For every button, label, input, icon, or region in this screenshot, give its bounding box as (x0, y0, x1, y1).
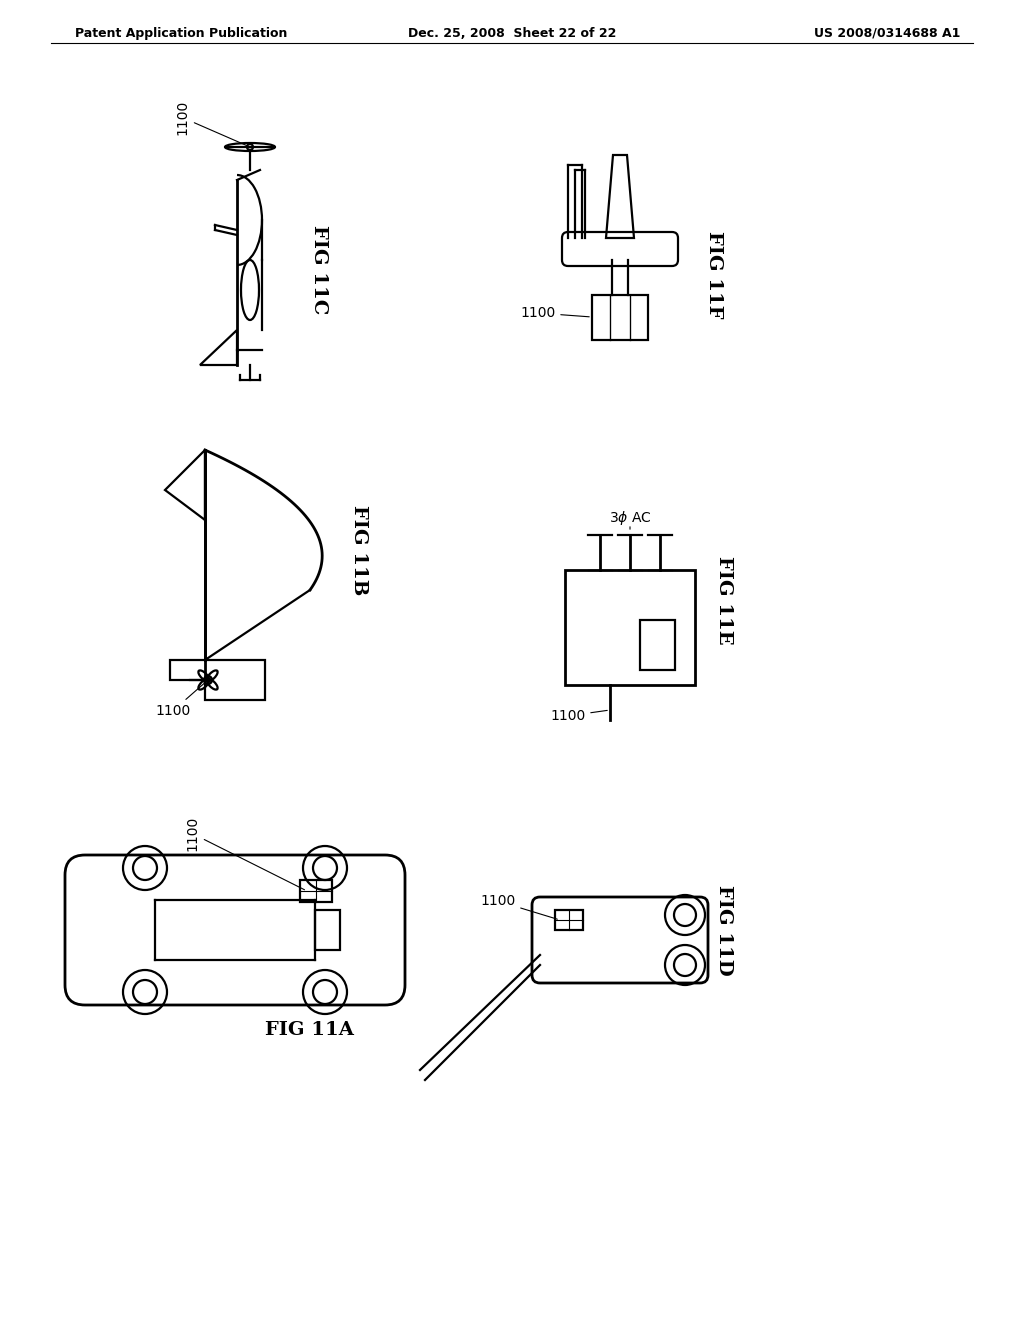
Circle shape (204, 676, 212, 684)
Text: 1100: 1100 (185, 816, 304, 890)
Circle shape (247, 144, 253, 150)
Text: FIG 11A: FIG 11A (265, 1020, 354, 1039)
Text: 3$\phi$ AC: 3$\phi$ AC (608, 510, 651, 527)
Text: FIG 11C: FIG 11C (310, 226, 328, 314)
Bar (592, 294, 648, 341)
Bar (565, 570, 695, 685)
Text: FIG 11D: FIG 11D (715, 884, 733, 975)
Text: 1100: 1100 (175, 100, 248, 147)
Bar (640, 620, 675, 671)
Text: FIG 11F: FIG 11F (705, 231, 723, 318)
Text: Patent Application Publication: Patent Application Publication (75, 26, 288, 40)
Text: FIG 11B: FIG 11B (350, 504, 368, 595)
Bar (300, 880, 332, 902)
Text: 1100: 1100 (155, 682, 206, 718)
Bar (315, 909, 340, 950)
Text: FIG 11E: FIG 11E (715, 556, 733, 644)
Text: 1100: 1100 (520, 306, 589, 319)
Text: 1100: 1100 (480, 894, 557, 919)
Text: US 2008/0314688 A1: US 2008/0314688 A1 (814, 26, 961, 40)
Bar (555, 909, 583, 931)
Text: 1100: 1100 (550, 709, 607, 723)
Text: Dec. 25, 2008  Sheet 22 of 22: Dec. 25, 2008 Sheet 22 of 22 (408, 26, 616, 40)
